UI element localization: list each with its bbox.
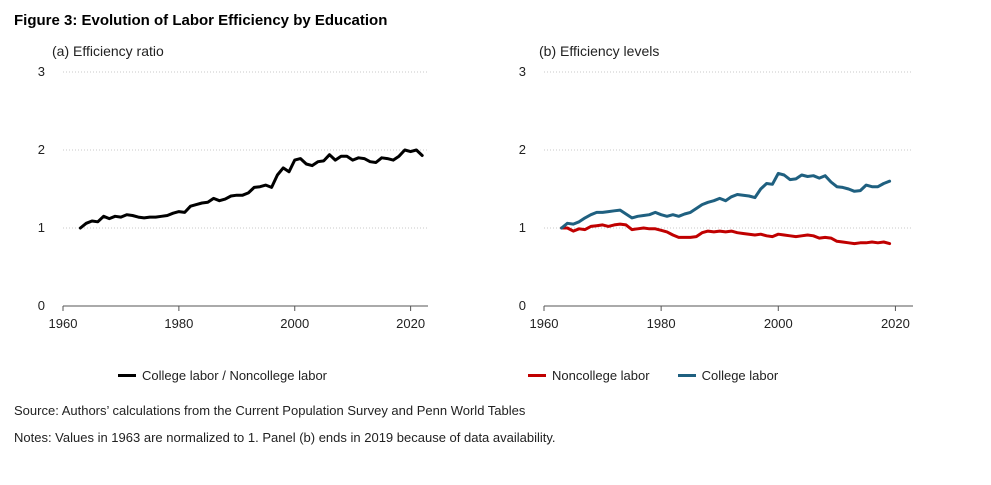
legend-a: College labor / Noncollege labor [118, 368, 355, 383]
x-tick-label-a-2020: 2020 [396, 316, 425, 331]
legend-label-college: College labor [701, 368, 779, 383]
x-tick-label-a-2000: 2000 [280, 316, 309, 331]
legend-swatch-college-icon [677, 374, 696, 377]
legend-item-noncollege: Noncollege labor [528, 368, 650, 383]
x-tick-label-a-1980: 1980 [164, 316, 193, 331]
legend-swatch-noncollege-icon [528, 374, 546, 377]
source-note: Source: Authors’ calculations from the C… [14, 403, 526, 418]
panel-a-efficiency-ratio: (a) Efficiency ratio 0 1 2 3 1960 1980 2000 2020 [0, 34, 470, 354]
legend-item-ratio: College labor / Noncollege labor [118, 368, 327, 383]
x-tick-label-b-2000: 2000 [764, 316, 793, 331]
chart-b-svg: (b) Efficiency levels 0 1 2 3 1960 1980 2000 202… [519, 43, 913, 331]
y-tick-label-b-3: 3 [519, 64, 526, 79]
legend-swatch-ratio-icon [118, 374, 136, 377]
panel-b-efficiency-levels: (b) Efficiency levels 0 1 2 3 1960 1980 2000 202… [480, 34, 950, 354]
figure-title: Figure 3: Evolution of Labor Efficiency … [14, 12, 388, 29]
y-tick-label-a-2: 2 [38, 142, 45, 157]
series-line-b-0 [560, 222, 892, 246]
y-tick-label-a-3: 3 [38, 64, 45, 79]
x-tick-label-b-2020: 2020 [881, 316, 910, 331]
panel-title-a: (a) Efficiency ratio [52, 43, 164, 59]
series-line-a-0 [78, 148, 424, 230]
chart-a-svg: (a) Efficiency ratio 0 1 2 3 1960 1980 2000 2020 [38, 43, 428, 331]
x-tick-label-b-1980: 1980 [647, 316, 676, 331]
legend-label-noncollege: Noncollege labor [552, 368, 650, 383]
notes-text: Notes: Values in 1963 are normalized to … [14, 430, 556, 445]
y-tick-label-b-1: 1 [519, 220, 526, 235]
y-tick-label-a-0: 0 [38, 298, 45, 313]
series-line-b-1 [560, 171, 892, 230]
x-tick-label-a-1960: 1960 [49, 316, 78, 331]
x-tick-label-b-1960: 1960 [530, 316, 559, 331]
panel-title-b: (b) Efficiency levels [539, 43, 659, 59]
y-tick-label-b-2: 2 [519, 142, 526, 157]
legend-b: Noncollege labor College labor [528, 368, 806, 383]
y-tick-label-a-1: 1 [38, 220, 45, 235]
legend-label-ratio: College labor / Noncollege labor [142, 368, 328, 383]
legend-item-college: College labor [677, 368, 779, 383]
y-tick-label-b-0: 0 [519, 298, 526, 313]
